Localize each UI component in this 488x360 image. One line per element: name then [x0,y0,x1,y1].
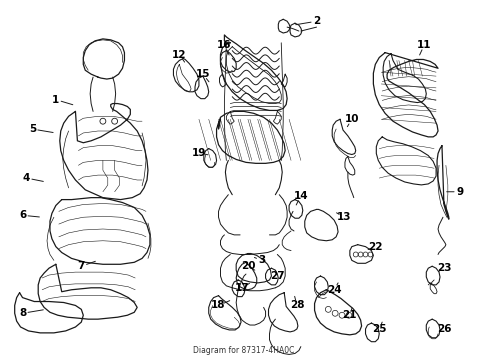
Text: 14: 14 [293,191,307,201]
Text: 11: 11 [416,40,431,50]
Text: 23: 23 [436,263,450,273]
Text: 5: 5 [29,124,36,134]
Text: 19: 19 [191,148,206,158]
Text: 9: 9 [455,187,462,197]
Text: 8: 8 [19,308,26,318]
Text: 1: 1 [52,95,60,105]
Text: 3: 3 [258,255,264,265]
Text: 22: 22 [367,242,382,252]
Text: 18: 18 [211,301,225,310]
Text: 7: 7 [78,261,85,271]
Text: 16: 16 [217,40,231,50]
Text: 4: 4 [23,173,30,183]
Text: 12: 12 [172,50,186,59]
Text: 20: 20 [240,261,255,271]
Text: 17: 17 [234,283,249,293]
Text: 15: 15 [195,69,210,79]
Text: 21: 21 [342,310,356,320]
Text: 2: 2 [312,16,320,26]
Text: 13: 13 [336,212,350,222]
Text: Diagram for 87317-4HA0C: Diagram for 87317-4HA0C [193,346,294,355]
Text: 25: 25 [371,324,386,334]
Text: 24: 24 [326,285,341,295]
Text: 26: 26 [436,324,450,334]
Text: 28: 28 [289,301,304,310]
Text: 6: 6 [19,210,26,220]
Text: 10: 10 [344,114,358,124]
Text: 27: 27 [269,271,284,281]
